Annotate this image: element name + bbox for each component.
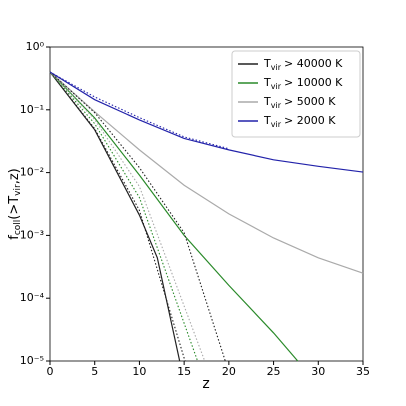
legend-label: Tvir > 5000 K <box>263 95 336 110</box>
legend-label: Tvir > 2000 K <box>263 114 336 129</box>
legend-part: > 40000 K <box>284 57 343 70</box>
x-tick-label: 25 <box>267 365 281 378</box>
plot-frame <box>49 46 364 362</box>
legend-sub: vir <box>271 101 282 110</box>
x-tick-label: 0 <box>47 365 54 378</box>
y-axis-label: fcoll(>Tvir,z) <box>7 168 23 240</box>
legend-label: Tvir > 10000 K <box>263 76 343 91</box>
line <box>49 71 364 173</box>
y-label-sub: vir <box>13 184 23 196</box>
legend-sub: vir <box>271 82 282 91</box>
line <box>49 71 299 362</box>
x-axis-label: z <box>202 376 209 392</box>
legend-label: Tvir > 40000 K <box>263 57 343 72</box>
x-tick-label: 15 <box>177 365 191 378</box>
y-tick-label: 10⁻⁵ <box>20 354 44 367</box>
y-label-sub: coll <box>13 220 23 235</box>
legend-part: T <box>263 76 271 89</box>
x-tick-label: 10 <box>132 365 146 378</box>
dotted-line <box>49 71 206 362</box>
dotted-line <box>49 71 226 362</box>
y-tick-label: 10⁻³ <box>20 228 44 241</box>
legend-sub: vir <box>271 63 282 72</box>
legend-part: > 10000 K <box>284 76 343 89</box>
x-tick-label: 20 <box>222 365 236 378</box>
line <box>49 71 364 274</box>
y-label-part: f <box>7 235 22 240</box>
x-tick-label: 35 <box>356 365 370 378</box>
legend-sub: vir <box>271 120 282 129</box>
line <box>49 71 181 362</box>
legend-part: > 5000 K <box>284 95 336 108</box>
dotted-line <box>49 71 199 362</box>
y-tick-label: 10⁻¹ <box>20 103 44 116</box>
x-tick-label: 30 <box>311 365 325 378</box>
legend-box <box>231 50 361 138</box>
y-tick-label: 10⁰ <box>26 40 45 53</box>
legend-part: > 2000 K <box>284 114 336 127</box>
y-tick-label: 10⁻⁴ <box>20 291 45 304</box>
dotted-line <box>49 71 186 362</box>
x-tick-label: 5 <box>91 365 98 378</box>
y-label-part: (>T <box>7 196 22 220</box>
y-label-part: ,z) <box>7 168 22 184</box>
legend-part: T <box>263 95 271 108</box>
y-tick-label: 10⁻² <box>20 166 44 179</box>
legend-part: T <box>263 114 271 127</box>
legend-part: T <box>263 57 271 70</box>
dotted-line <box>49 71 229 150</box>
